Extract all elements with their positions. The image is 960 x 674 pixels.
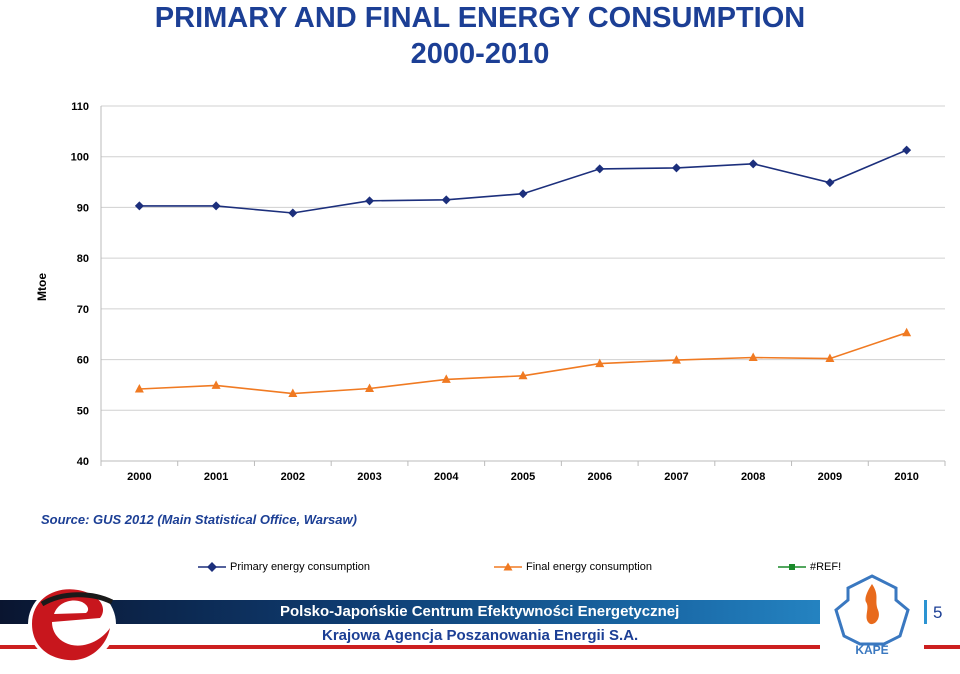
axes: 40 50 60 70 80 90 100 110 2000 2001 2002 2003 2004 20… — [71, 101, 946, 483]
y-tick-label: 60 — [77, 355, 89, 367]
source-note: Source: GUS 2012 (Main Statistical Offic… — [41, 512, 357, 527]
series — [134, 145, 912, 398]
x-tick-label: 2004 — [434, 471, 459, 483]
kape-logo-text: KAPE — [855, 643, 888, 657]
y-tick-label: 100 — [71, 152, 89, 164]
page-number: 5 — [933, 603, 943, 622]
x-tick-label: 2007 — [664, 471, 688, 483]
data-point-final — [748, 352, 758, 362]
footer-red-stripe — [0, 645, 960, 649]
data-point-final — [825, 353, 835, 363]
x-tick-label: 2002 — [281, 471, 305, 483]
page-subtitle: 2000-2010 — [410, 38, 550, 70]
x-tick-label: 2000 — [127, 471, 151, 483]
data-point-primary — [211, 201, 221, 211]
data-point-primary — [902, 145, 912, 155]
y-tick-label: 50 — [77, 405, 89, 417]
x-tick-label: 2008 — [741, 471, 765, 483]
legend-final: Final energy consumption — [494, 561, 652, 573]
legend-final-label: Final energy consumption — [526, 561, 652, 573]
data-point-final — [134, 383, 144, 393]
data-point-primary — [825, 178, 835, 188]
x-tick-label: 2005 — [511, 471, 535, 483]
data-point-primary — [134, 201, 144, 211]
data-point-final — [518, 370, 528, 380]
y-tick-label: 70 — [77, 304, 89, 316]
page-number-box — [927, 598, 960, 626]
x-tick-label: 2009 — [818, 471, 842, 483]
x-tick-label: 2006 — [587, 471, 611, 483]
data-point-final — [365, 383, 375, 392]
y-tick-label: 80 — [77, 253, 89, 265]
data-point-primary — [518, 189, 528, 199]
legend-primary-swatch — [198, 562, 226, 572]
legend-ref-swatch — [778, 564, 806, 570]
data-point-primary — [288, 208, 298, 218]
data-point-primary — [671, 163, 681, 173]
data-point-primary — [595, 164, 605, 174]
y-tick-label: 40 — [77, 456, 89, 468]
e-logo-icon — [28, 584, 116, 664]
footer-organization: Polsko-Japońskie Centrum Efektywności En… — [280, 603, 680, 620]
series-line-primary — [139, 149, 907, 214]
data-point-final — [211, 380, 221, 389]
x-tick-label: 2001 — [204, 471, 228, 483]
page-title: PRIMARY AND FINAL ENERGY CONSUMPTION — [154, 2, 806, 34]
kape-logo-icon: KAPE — [820, 570, 924, 670]
gridlines — [101, 105, 945, 462]
series-line-final — [139, 331, 907, 395]
data-point-final — [902, 327, 912, 337]
data-point-final — [441, 374, 451, 383]
y-axis-label: Mtoe — [35, 273, 49, 301]
data-point-final — [671, 355, 681, 364]
data-point-final — [595, 358, 605, 368]
legend-primary: Primary energy consumption — [198, 561, 370, 573]
footer-agency: Krajowa Agencja Poszanowania Energii S.A… — [322, 627, 639, 644]
data-point-final — [288, 388, 298, 398]
x-tick-label: 2003 — [357, 471, 381, 483]
data-point-primary — [441, 195, 451, 205]
energy-consumption-chart: 40 50 60 70 80 90 100 110 2000 2001 2002 2003 2004 20… — [35, 101, 946, 483]
y-tick-label: 90 — [77, 202, 89, 214]
legend-primary-label: Primary energy consumption — [230, 561, 371, 573]
legend-final-swatch — [494, 562, 522, 571]
data-point-primary — [748, 159, 758, 169]
footer-bar — [0, 600, 960, 624]
x-tick-label: 2010 — [894, 471, 918, 483]
data-point-primary — [365, 196, 375, 206]
y-tick-label: 110 — [71, 101, 89, 113]
